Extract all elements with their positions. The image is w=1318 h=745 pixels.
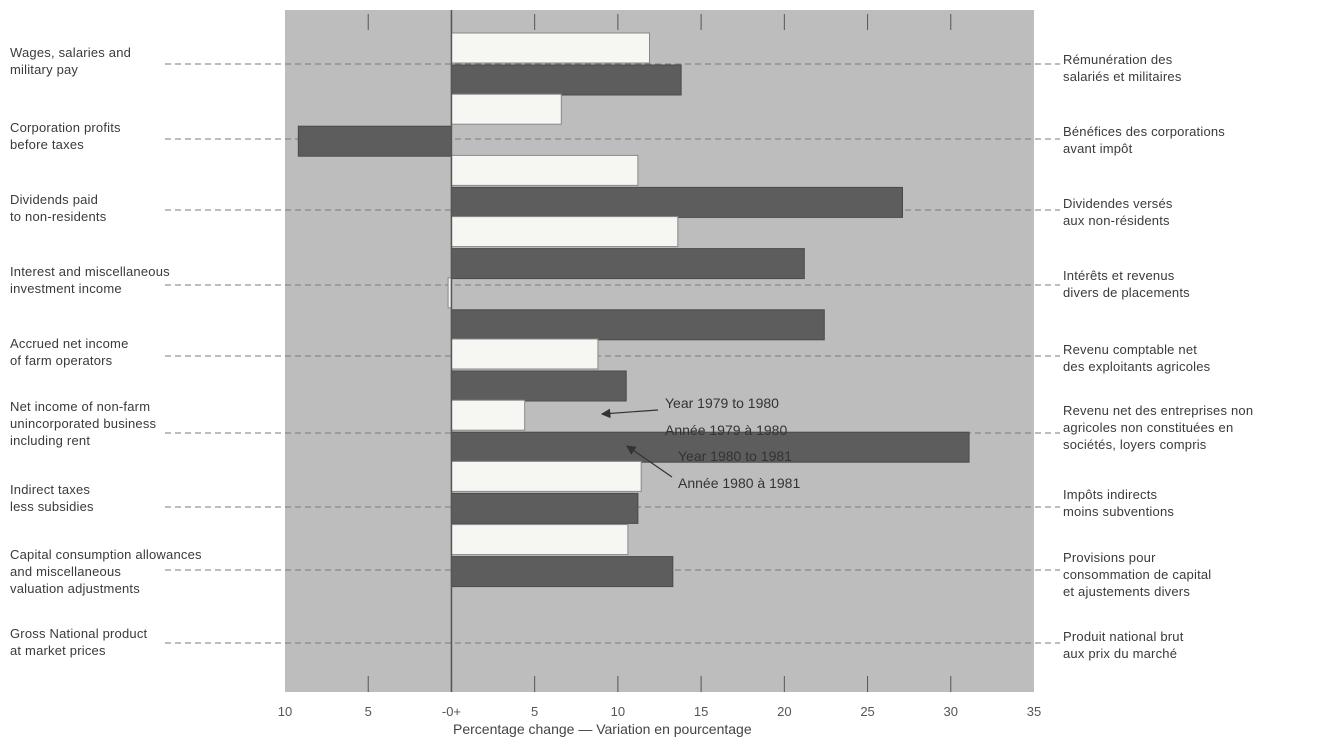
bar-series-1980-1981 bbox=[450, 248, 805, 280]
bar-series-1980-1981 bbox=[450, 431, 970, 463]
bar-series-1979-1980 bbox=[450, 154, 639, 186]
category-label-fr: Intérêts et revenus divers de placements bbox=[1063, 268, 1190, 300]
bar-series-1980-1981 bbox=[297, 125, 452, 157]
legend-arrows bbox=[600, 408, 673, 478]
category-label-en: Dividends paid to non-residents bbox=[10, 192, 107, 224]
legend-arrow-1979 bbox=[600, 408, 659, 419]
legend-series-1-en: Year 1979 to 1980 bbox=[665, 395, 779, 411]
category-label-en: Net income of non-farm unincorporated bu… bbox=[10, 399, 157, 448]
category-label-en: Accrued net income of farm operators bbox=[10, 336, 129, 368]
x-tick-label: 5 bbox=[531, 704, 538, 719]
x-tick-label: 35 bbox=[1027, 704, 1041, 719]
bar-series-1979-1980 bbox=[450, 524, 629, 556]
category-label-fr: Revenu comptable net des exploitants agr… bbox=[1063, 342, 1211, 374]
bar-series-1979-1980 bbox=[450, 216, 679, 248]
category-label-fr: Dividendes versés aux non-résidents bbox=[1063, 196, 1173, 228]
category-label-fr: Produit national brut aux prix du marché bbox=[1063, 629, 1184, 661]
category-label-en: Wages, salaries and military pay bbox=[10, 45, 132, 77]
category-label-fr: Impôts indirects moins subventions bbox=[1063, 487, 1175, 519]
x-tick-label: -0+ bbox=[442, 704, 461, 719]
bar-series-1980-1981 bbox=[450, 186, 904, 218]
x-axis: 10 5 -0+ 5 10 15 20 25 30 35 bbox=[278, 14, 1041, 719]
bar-series-1980-1981 bbox=[450, 309, 825, 341]
bar-series-1979-1980 bbox=[450, 399, 526, 431]
bar-series-1980-1981 bbox=[450, 492, 639, 524]
category-label-fr: Bénéfices des corporations avant impôt bbox=[1063, 124, 1226, 156]
x-tick-label: 25 bbox=[860, 704, 874, 719]
bar-series-1979-1980 bbox=[450, 32, 651, 64]
x-tick-label: 10 bbox=[278, 704, 292, 719]
x-axis-label: Percentage change — Variation en pourcen… bbox=[453, 721, 752, 737]
category-label-fr: Rémunération des salariés et militaires bbox=[1063, 52, 1182, 84]
category-label-en: Interest and miscellaneous investment in… bbox=[10, 264, 170, 296]
category-label-en: Corporation profits before taxes bbox=[10, 120, 121, 152]
legend-series-2-fr: Année 1980 à 1981 bbox=[678, 475, 801, 491]
bar-series-1979-1980 bbox=[450, 460, 642, 492]
x-tick-label: 10 bbox=[611, 704, 625, 719]
legend-series-2-en: Year 1980 to 1981 bbox=[678, 448, 792, 464]
bar-series-1979-1980 bbox=[450, 338, 599, 370]
category-label-fr: Revenu net des entreprises non agricoles… bbox=[1063, 403, 1254, 452]
legend-series-1-fr: Année 1979 à 1980 bbox=[665, 422, 788, 438]
bar-series-1979-1980 bbox=[450, 93, 562, 125]
category-label-en: Capital consumption allowances and misce… bbox=[10, 547, 202, 596]
x-tick-label: 15 bbox=[694, 704, 708, 719]
bars bbox=[297, 10, 970, 692]
legend-arrow-1980 bbox=[626, 445, 673, 478]
plot-background bbox=[285, 10, 1034, 692]
category-label-en: Indirect taxes less subsidies bbox=[10, 482, 94, 514]
x-tick-label: 20 bbox=[777, 704, 791, 719]
category-label-fr: Provisions pour consommation de capital … bbox=[1063, 550, 1212, 599]
bar-series-1980-1981 bbox=[450, 370, 627, 402]
bar-series-1980-1981 bbox=[450, 556, 674, 588]
category-label-en: Gross National product at market prices bbox=[10, 626, 148, 658]
bar-series-1980-1981 bbox=[450, 64, 682, 96]
x-tick-label: 5 bbox=[365, 704, 372, 719]
x-tick-label: 30 bbox=[944, 704, 958, 719]
